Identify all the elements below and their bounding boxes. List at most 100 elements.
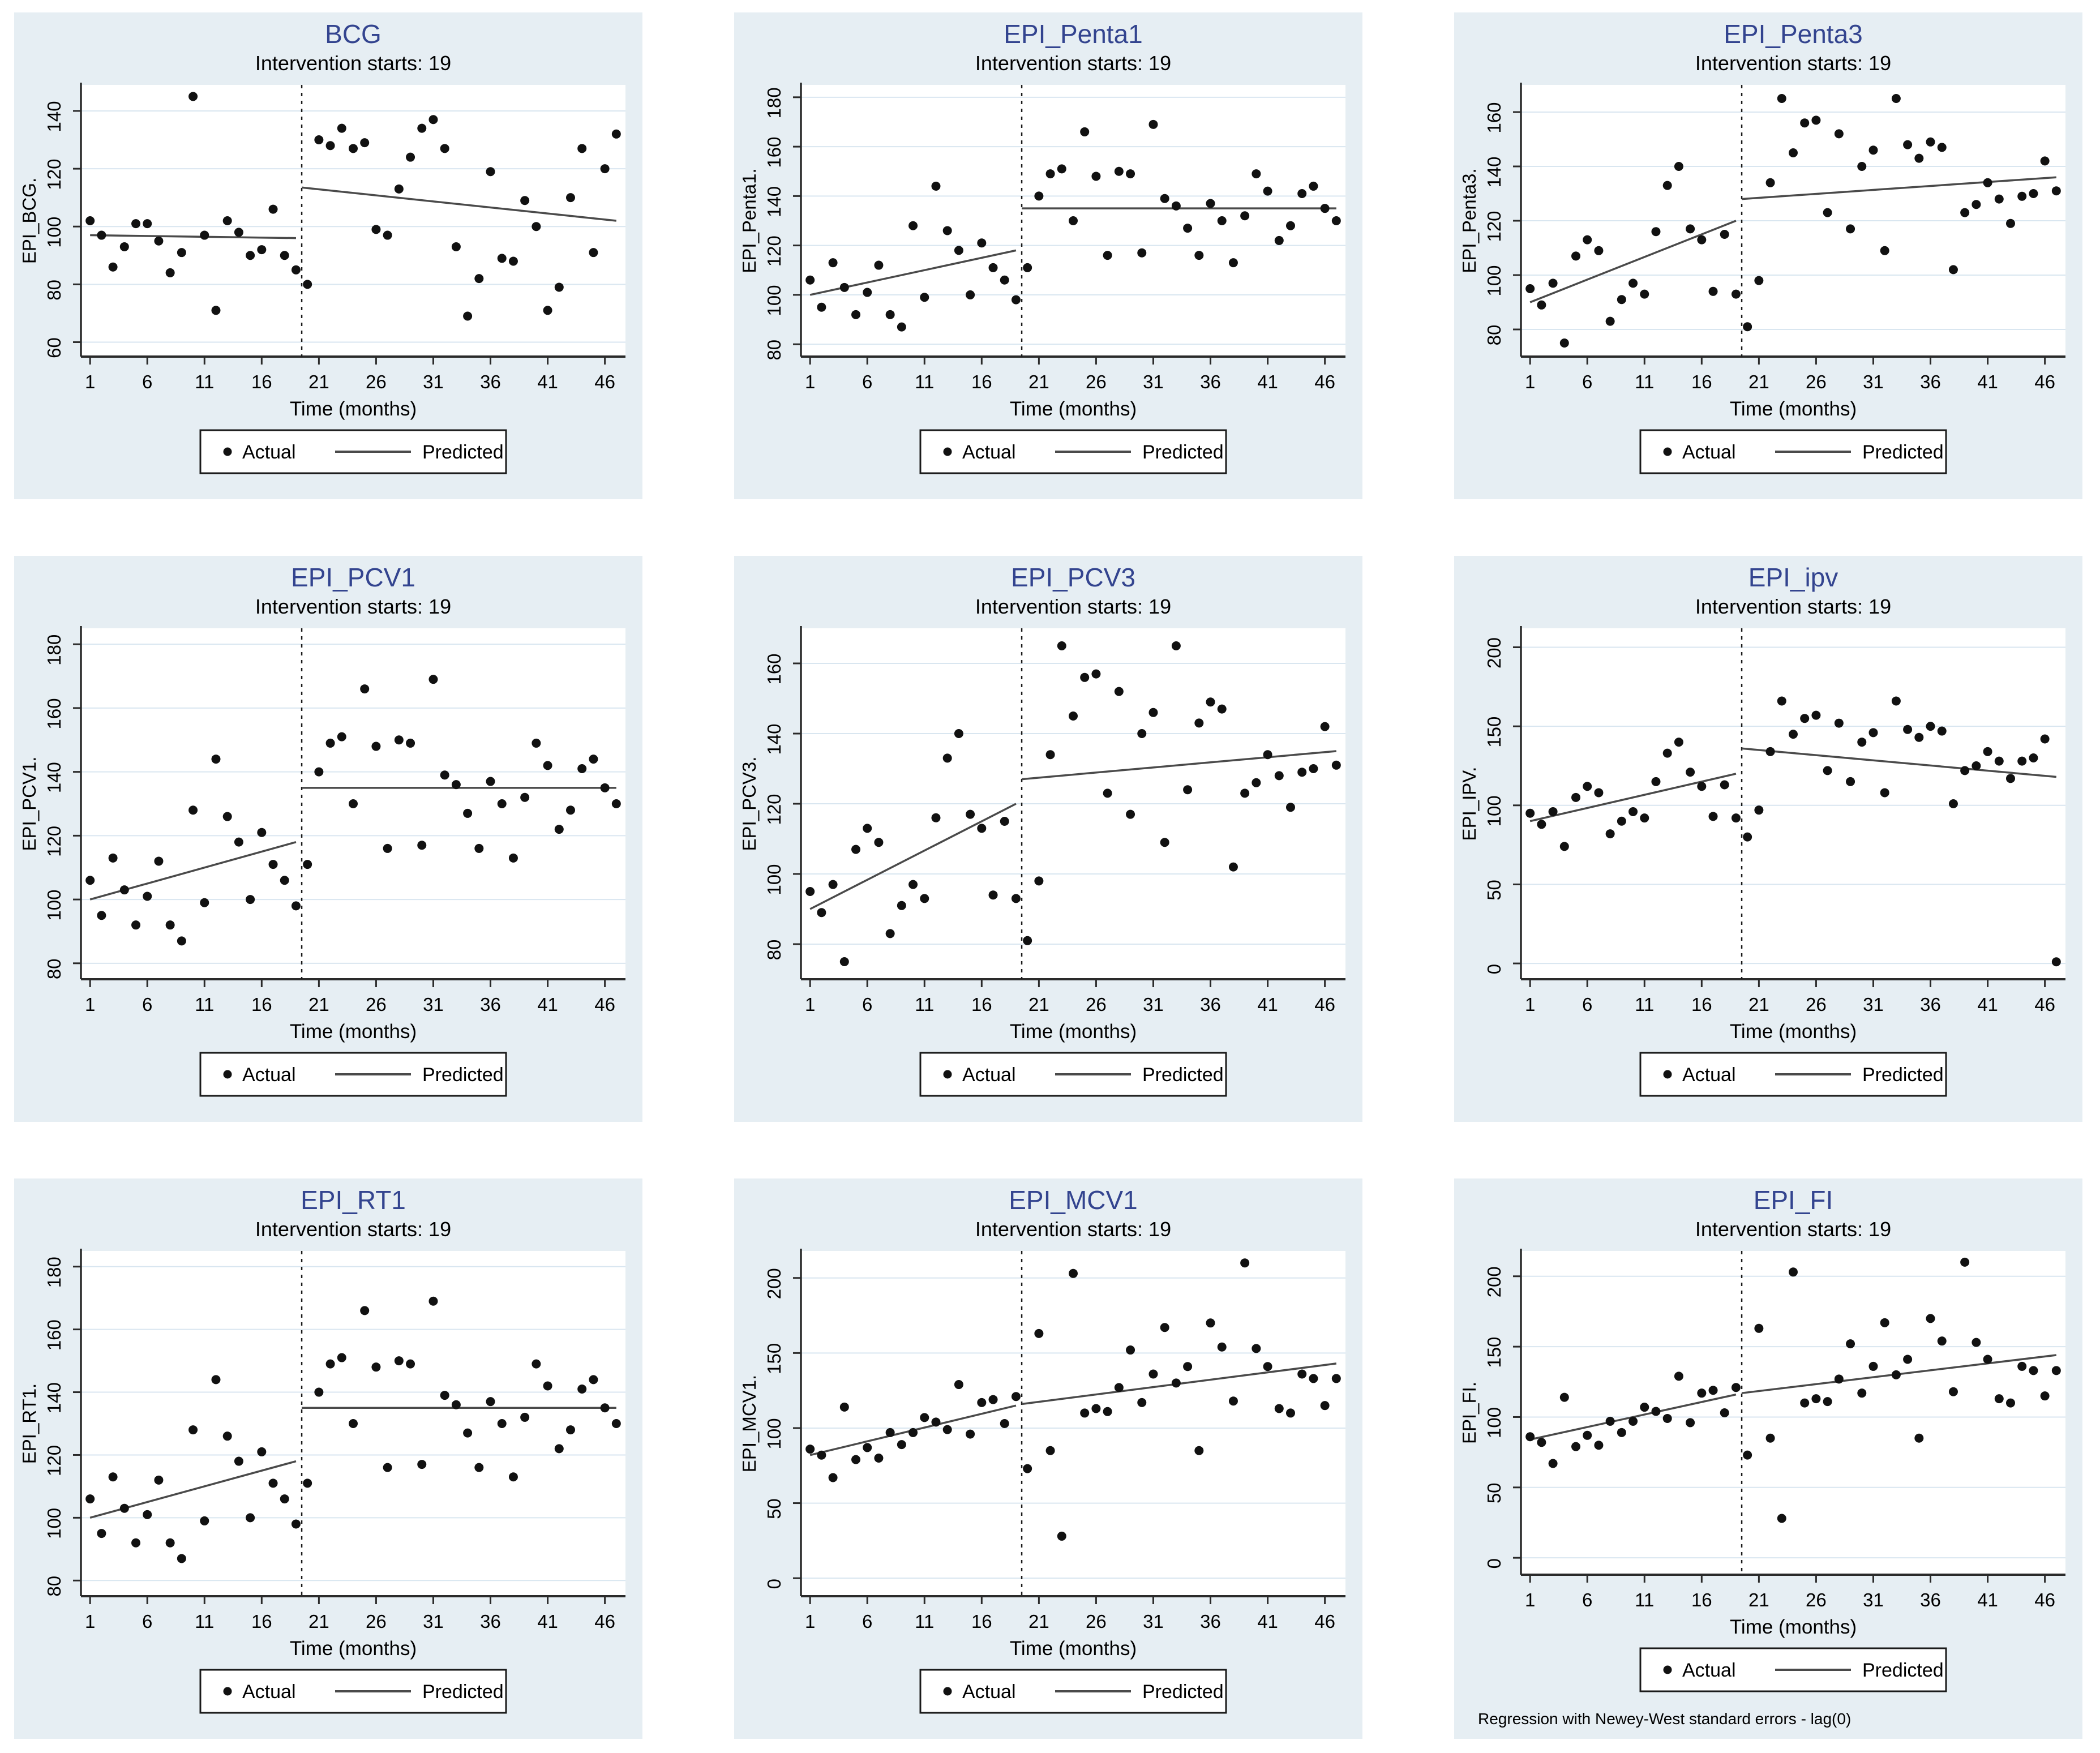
data-point [1525, 1432, 1535, 1442]
data-point [600, 164, 610, 174]
data-point [188, 1425, 198, 1435]
data-point [246, 895, 255, 905]
data-point [532, 1359, 541, 1369]
y-tick-label: 150 [1484, 717, 1505, 748]
data-point [1057, 1531, 1066, 1541]
data-point [839, 957, 849, 966]
data-point [1274, 235, 1284, 245]
data-point [1880, 1318, 1889, 1327]
data-point [2017, 756, 2027, 766]
x-tick-label: 36 [1200, 371, 1221, 392]
data-point [532, 222, 541, 232]
data-point [1686, 768, 1695, 777]
chart-title: EPI_PCV1 [291, 563, 415, 592]
data-point [908, 880, 918, 889]
data-point [371, 225, 381, 234]
data-point [1091, 172, 1101, 181]
data-point [1537, 820, 1546, 829]
y-tick-label: 80 [44, 958, 65, 979]
data-point [1937, 143, 1947, 152]
data-point [1731, 289, 1741, 299]
chart-panel-BCG: BCG Intervention starts: 19 60 80 100 120 140 1… [14, 12, 642, 499]
data-point [1183, 224, 1193, 233]
data-point [954, 729, 963, 738]
x-tick-label: 46 [2034, 371, 2055, 392]
x-tick-label: 41 [1257, 371, 1278, 392]
x-tick-label: 26 [1806, 371, 1827, 392]
data-point [131, 1538, 141, 1548]
y-tick-label: 50 [1484, 880, 1505, 901]
x-tick-label: 16 [971, 1611, 992, 1632]
data-point [1857, 162, 1867, 171]
data-point [1091, 1404, 1101, 1413]
y-tick-label: 140 [1484, 156, 1505, 187]
data-point [1206, 697, 1215, 707]
data-point [1228, 862, 1238, 872]
x-tick-label: 1 [1525, 994, 1535, 1015]
data-point [1708, 286, 1718, 296]
data-point [1034, 191, 1044, 201]
legend: Actual Predicted [1639, 1052, 1947, 1097]
data-point [1548, 278, 1558, 288]
y-tick-label: 120 [44, 1445, 65, 1476]
data-point [108, 853, 118, 863]
data-point [885, 929, 895, 938]
actual-points [1525, 94, 2061, 348]
x-tick-label: 11 [195, 1611, 214, 1632]
x-axis-label: Time (months) [1730, 1021, 1857, 1043]
data-point [383, 230, 392, 240]
chart-EPI_PCV3: EPI_PCV3 Intervention starts: 19 80 100 120 1… [734, 556, 1362, 1122]
plot-area [1521, 628, 2065, 979]
data-point [920, 293, 929, 302]
data-point [1823, 766, 1832, 775]
predicted-line [1741, 747, 2056, 778]
data-point [851, 310, 861, 319]
data-point [1548, 807, 1558, 816]
data-point [554, 282, 564, 292]
data-point [463, 311, 473, 321]
data-point [165, 268, 175, 277]
data-point [1765, 1433, 1775, 1443]
data-point [1868, 728, 1878, 738]
y-tick-label: 140 [44, 762, 65, 793]
data-point [463, 808, 473, 818]
data-point [1057, 641, 1066, 650]
data-point [1765, 747, 1775, 756]
data-point [497, 799, 507, 808]
y-tick-label: 160 [44, 1319, 65, 1351]
y-tick-label: 60 [44, 337, 65, 358]
data-point [222, 812, 232, 821]
data-point [1183, 785, 1193, 795]
x-tick-label: 1 [805, 371, 815, 392]
chart-panel-EPI_Penta3: EPI_Penta3 Intervention starts: 19 80 100 12… [1454, 12, 2082, 499]
data-point [234, 228, 243, 237]
x-tick-label: 21 [308, 1611, 329, 1632]
legend-actual-marker [943, 447, 952, 456]
data-point [1126, 169, 1135, 179]
legend-actual-label: Actual [1682, 442, 1736, 463]
y-tick-label: 120 [44, 826, 65, 857]
x-tick-label: 11 [915, 371, 934, 392]
data-point [1103, 251, 1112, 260]
data-point [268, 860, 278, 869]
y-tick-label: 160 [764, 653, 785, 684]
data-point [291, 265, 301, 275]
data-point [360, 138, 370, 148]
data-point [1171, 641, 1181, 650]
x-axis-label: Time (months) [1010, 1021, 1137, 1043]
data-point [85, 216, 95, 225]
data-point [966, 290, 975, 299]
data-point [451, 780, 461, 790]
data-point [177, 1554, 186, 1563]
data-point [1583, 235, 1592, 245]
data-point [200, 1516, 209, 1525]
y-tick-label: 80 [764, 940, 785, 961]
data-point [1537, 1438, 1546, 1447]
data-point [966, 1429, 975, 1439]
data-point [417, 1460, 427, 1469]
x-axis-label: Time (months) [290, 398, 417, 420]
data-point [440, 144, 449, 153]
x-tick-label: 6 [142, 1611, 152, 1632]
data-point [280, 251, 289, 260]
data-point [1126, 809, 1135, 819]
